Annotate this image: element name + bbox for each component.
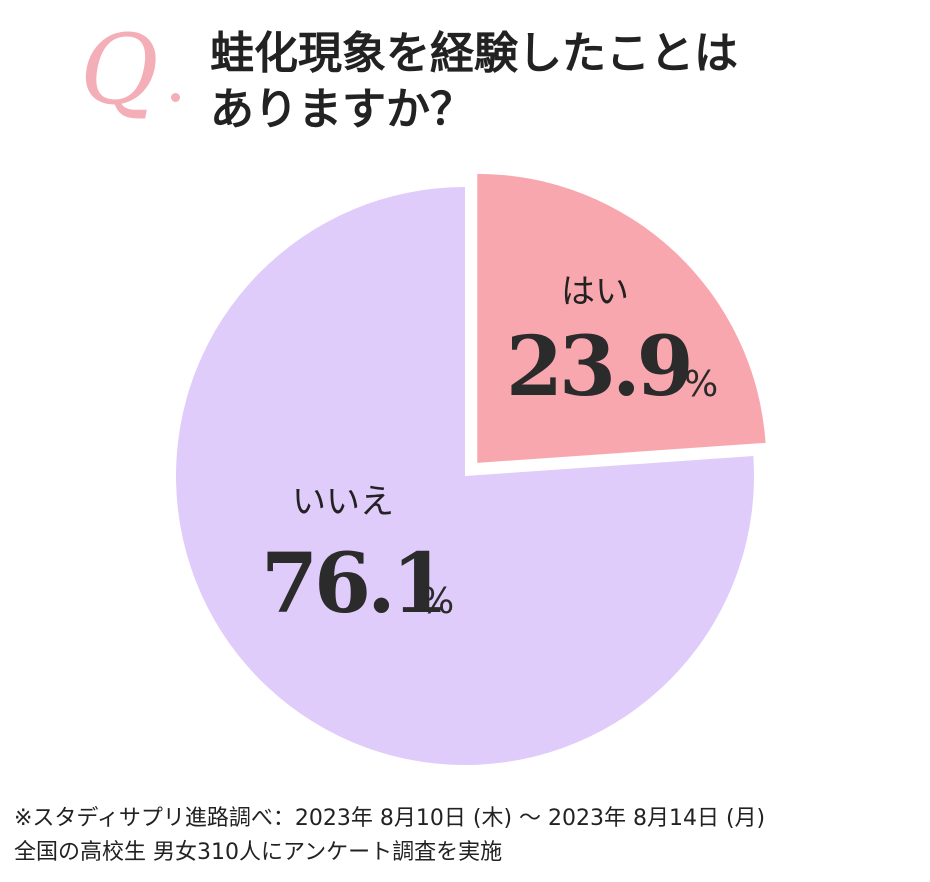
label-no-name: いいえ [292, 482, 394, 522]
label-no-unit: % [420, 581, 454, 622]
pie-slice-no [176, 187, 755, 765]
question-q-icon: Q [80, 14, 159, 126]
label-yes-unit: % [684, 364, 718, 405]
source-note: ※スタディサプリ進路調べ：2023年 8月10日 (木) ～ 2023年 8月1… [14, 802, 924, 870]
pie-slice-yes [477, 173, 766, 463]
source-note-line-2: 全国の高校生 男女310人にアンケート調査を実施 [14, 840, 503, 865]
source-note-line-1: ※スタディサプリ進路調べ：2023年 8月10日 (木) ～ 2023年 8月1… [14, 806, 766, 831]
question-dot-icon [171, 93, 180, 102]
label-yes-name: はい [561, 272, 629, 312]
label-no-value: 76.1 [261, 536, 445, 632]
title-line-2: ありますか？ [210, 84, 474, 135]
label-yes-value: 23.9 [506, 319, 690, 415]
title-line-1: 蛙化現象を経験したことは [210, 28, 738, 79]
chart-title: 蛙化現象を経験したことは ありますか？ [210, 26, 900, 138]
